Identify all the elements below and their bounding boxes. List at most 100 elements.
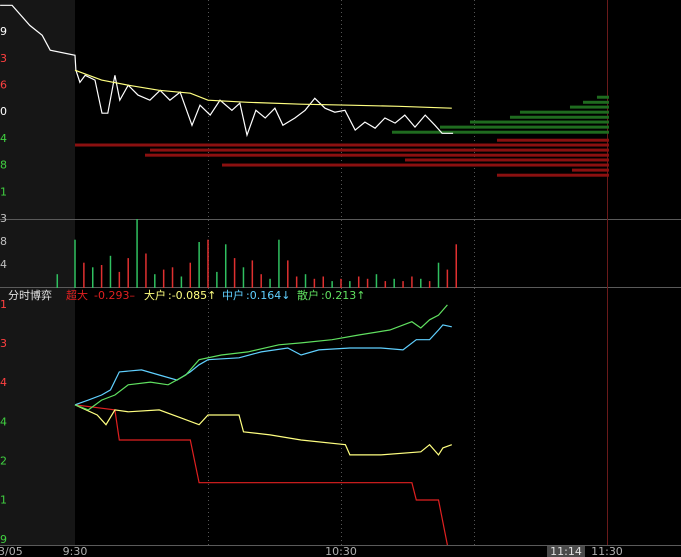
- series-line: [74, 404, 453, 456]
- volume-bar: [287, 260, 289, 288]
- volume-bar: [83, 262, 85, 288]
- y-tick-label: 3: [0, 337, 7, 350]
- depth-bar: [569, 105, 609, 109]
- date-label: 3/05: [0, 545, 23, 557]
- panel-title: 分时博弈: [8, 288, 52, 302]
- y-tick-label: 2: [0, 455, 7, 468]
- x-tick-label: 9:30: [63, 545, 88, 557]
- volume-bar: [56, 274, 59, 288]
- y-tick-label: 6: [0, 78, 7, 91]
- depth-bar: [496, 173, 609, 177]
- y-tick-label: 1: [0, 298, 7, 311]
- volume-bar: [162, 269, 165, 288]
- depth-bar: [469, 120, 609, 124]
- legend-name: 中户: [222, 288, 244, 302]
- volume-bar: [180, 276, 183, 288]
- x-tick-label: 11:30: [591, 545, 623, 557]
- y-tick-label: 4: [0, 258, 7, 271]
- series-line: [74, 324, 452, 406]
- volume-bar: [393, 278, 395, 288]
- volume-bar: [136, 219, 138, 288]
- pre-market-area: [0, 0, 75, 545]
- y-tick-label: 9: [0, 533, 7, 546]
- volume-bar: [171, 267, 174, 288]
- volume-bar: [295, 276, 298, 288]
- y-tick-label: 4: [0, 415, 7, 428]
- volume-bar: [251, 260, 254, 288]
- volume-bar: [331, 281, 333, 288]
- legend-name: 超大: [66, 288, 88, 302]
- depth-bar: [582, 100, 609, 104]
- legend-name: 大户: [144, 288, 166, 302]
- depth-bar: [596, 95, 609, 99]
- volume-bar: [109, 255, 112, 288]
- depth-bar: [145, 153, 609, 157]
- volume-bar: [154, 274, 156, 288]
- volume-bar: [313, 278, 316, 288]
- volume-bar: [402, 281, 404, 288]
- depth-bar: [75, 143, 609, 147]
- volume-bar: [411, 276, 413, 288]
- volume-bar: [340, 278, 342, 288]
- volume-bar: [269, 278, 271, 288]
- legend-reading: :0.164↓: [246, 289, 290, 302]
- volume-bar: [366, 278, 369, 288]
- volume-bar: [278, 239, 280, 288]
- volume-bar: [100, 265, 103, 288]
- depth-bar: [404, 158, 609, 162]
- cursor-box: [547, 546, 585, 557]
- volume-bar: [455, 244, 457, 288]
- y-tick-label: 0: [0, 105, 7, 118]
- volume-bar: [322, 276, 325, 288]
- y-tick-label: 1: [0, 185, 7, 198]
- depth-bar: [150, 148, 609, 152]
- y-tick-label: 3: [0, 212, 7, 225]
- x-tick-label: 10:30: [325, 545, 357, 557]
- y-tick-label: 4: [0, 376, 7, 389]
- series-line: [74, 304, 448, 411]
- volume-bar: [224, 244, 227, 288]
- volume-bar: [428, 281, 431, 288]
- volume-bar: [437, 262, 440, 288]
- volume-bar: [420, 278, 422, 288]
- y-tick-label: 8: [0, 159, 7, 172]
- legend-reading: -0.293–: [94, 289, 135, 302]
- volume-bar: [127, 258, 129, 288]
- depth-bar: [509, 115, 609, 119]
- y-tick-label: 1: [0, 494, 7, 507]
- series-line: [74, 69, 452, 109]
- y-tick-label: 8: [0, 235, 7, 248]
- series-line: [0, 4, 454, 138]
- volume-bar: [118, 271, 121, 288]
- legend-reading: :-0.085↑: [168, 289, 216, 302]
- volume-bar: [145, 253, 147, 288]
- depth-bar: [439, 125, 609, 129]
- volume-bar: [91, 267, 94, 288]
- volume-bar: [446, 269, 449, 288]
- volume-bar: [74, 239, 76, 288]
- depth-bar: [519, 110, 609, 114]
- depth-bar: [391, 130, 609, 134]
- cursor-label: 11:14: [550, 545, 582, 557]
- volume-bar: [198, 242, 200, 288]
- y-tick-label: 9: [0, 25, 7, 38]
- volume-bar: [233, 258, 236, 288]
- depth-bar: [221, 163, 609, 167]
- depth-bar: [571, 168, 609, 172]
- volume-bar: [375, 274, 378, 288]
- depth-bar: [496, 138, 609, 142]
- y-tick-label: 3: [0, 52, 7, 65]
- volume-bar: [189, 262, 192, 288]
- volume-bar: [216, 271, 218, 288]
- volume-bar: [304, 274, 307, 288]
- y-tick-label: 4: [0, 132, 7, 145]
- volume-bar: [207, 239, 209, 288]
- volume-bar: [357, 276, 360, 288]
- volume-bar: [242, 267, 245, 288]
- volume-bar: [260, 274, 262, 288]
- legend-reading: :0.213↑: [321, 289, 365, 302]
- volume-bar: [349, 281, 351, 288]
- legend-name: 散户: [297, 288, 319, 302]
